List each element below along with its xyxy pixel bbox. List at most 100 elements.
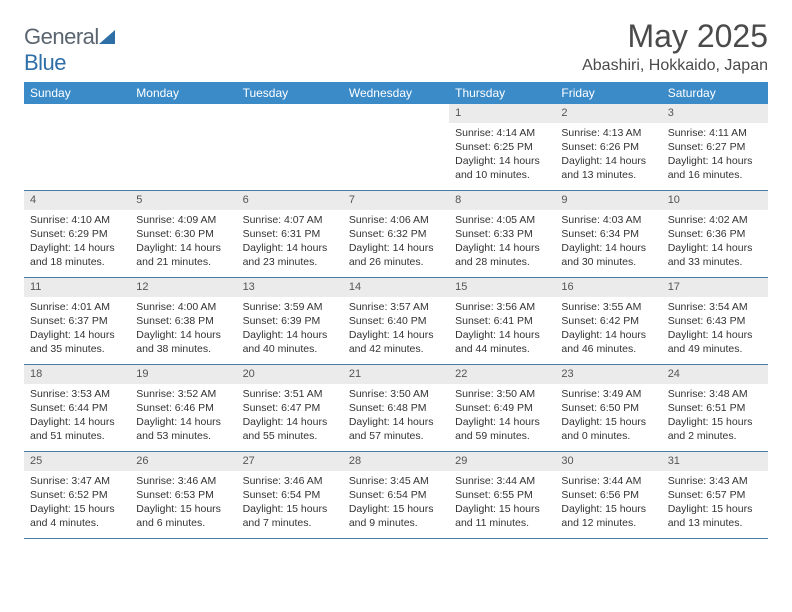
- daylight-text: Daylight: 15 hours and 6 minutes.: [136, 502, 230, 530]
- daylight-text: Daylight: 14 hours and 53 minutes.: [136, 415, 230, 443]
- daylight-text: Daylight: 14 hours and 23 minutes.: [243, 241, 337, 269]
- sunrise-text: Sunrise: 4:02 AM: [668, 213, 762, 227]
- day-cell: 8Sunrise: 4:05 AMSunset: 6:33 PMDaylight…: [449, 191, 555, 277]
- day-cell: 10Sunrise: 4:02 AMSunset: 6:36 PMDayligh…: [662, 191, 768, 277]
- sunset-text: Sunset: 6:56 PM: [561, 488, 655, 502]
- day-number: 18: [24, 365, 130, 384]
- sunrise-text: Sunrise: 4:07 AM: [243, 213, 337, 227]
- day-cell: 31Sunrise: 3:43 AMSunset: 6:57 PMDayligh…: [662, 452, 768, 538]
- sunrise-text: Sunrise: 3:47 AM: [30, 474, 124, 488]
- day-number: 16: [555, 278, 661, 297]
- brand-name-part2: Blue: [24, 50, 66, 75]
- daylight-text: Daylight: 15 hours and 9 minutes.: [349, 502, 443, 530]
- sunset-text: Sunset: 6:52 PM: [30, 488, 124, 502]
- month-title: May 2025: [582, 18, 768, 55]
- day-number: 10: [662, 191, 768, 210]
- daylight-text: Daylight: 14 hours and 18 minutes.: [30, 241, 124, 269]
- day-number: 17: [662, 278, 768, 297]
- day-number: 2: [555, 104, 661, 123]
- day-number: 15: [449, 278, 555, 297]
- day-cell: 14Sunrise: 3:57 AMSunset: 6:40 PMDayligh…: [343, 278, 449, 364]
- daylight-text: Daylight: 14 hours and 51 minutes.: [30, 415, 124, 443]
- sunset-text: Sunset: 6:37 PM: [30, 314, 124, 328]
- sunset-text: Sunset: 6:30 PM: [136, 227, 230, 241]
- sunrise-text: Sunrise: 3:46 AM: [136, 474, 230, 488]
- daylight-text: Daylight: 15 hours and 0 minutes.: [561, 415, 655, 443]
- day-cell: 24Sunrise: 3:48 AMSunset: 6:51 PMDayligh…: [662, 365, 768, 451]
- week-row: 11Sunrise: 4:01 AMSunset: 6:37 PMDayligh…: [24, 278, 768, 365]
- day-number: 28: [343, 452, 449, 471]
- daylight-text: Daylight: 14 hours and 13 minutes.: [561, 154, 655, 182]
- sunset-text: Sunset: 6:57 PM: [668, 488, 762, 502]
- day-cell: 23Sunrise: 3:49 AMSunset: 6:50 PMDayligh…: [555, 365, 661, 451]
- sunset-text: Sunset: 6:38 PM: [136, 314, 230, 328]
- daylight-text: Daylight: 14 hours and 35 minutes.: [30, 328, 124, 356]
- sunset-text: Sunset: 6:34 PM: [561, 227, 655, 241]
- day-number: 1: [449, 104, 555, 123]
- day-cell: 20Sunrise: 3:51 AMSunset: 6:47 PMDayligh…: [237, 365, 343, 451]
- day-cell: 2Sunrise: 4:13 AMSunset: 6:26 PMDaylight…: [555, 104, 661, 190]
- sunset-text: Sunset: 6:39 PM: [243, 314, 337, 328]
- day-number: 26: [130, 452, 236, 471]
- day-number: 30: [555, 452, 661, 471]
- sunrise-text: Sunrise: 3:56 AM: [455, 300, 549, 314]
- weeks-container: 1 Sunrise: 4:14 AMSunset: 6:25 PM Daylight…: [24, 104, 768, 539]
- day-number: 7: [343, 191, 449, 210]
- daylight-text: Daylight: 14 hours and 26 minutes.: [349, 241, 443, 269]
- sunset-text: Sunset: 6:43 PM: [668, 314, 762, 328]
- sunset-text: Sunset: 6:46 PM: [136, 401, 230, 415]
- logo-triangle-icon: [99, 30, 115, 44]
- day-cell: 15Sunrise: 3:56 AMSunset: 6:41 PMDayligh…: [449, 278, 555, 364]
- sunset-text: Sunset: 6:53 PM: [136, 488, 230, 502]
- day-header: Wednesday: [343, 82, 449, 104]
- day-cell: 9Sunrise: 4:03 AMSunset: 6:34 PMDaylight…: [555, 191, 661, 277]
- day-header: Saturday: [662, 82, 768, 104]
- sunset-text: Sunset: 6:42 PM: [561, 314, 655, 328]
- daylight-text: Daylight: 14 hours and 16 minutes.: [668, 154, 762, 182]
- sunset-text: Sunset: 6:40 PM: [349, 314, 443, 328]
- sunset-text: Sunset: 6:27 PM: [668, 140, 762, 154]
- week-row: 4Sunrise: 4:10 AMSunset: 6:29 PMDaylight…: [24, 191, 768, 278]
- day-number: 3: [662, 104, 768, 123]
- daylight-text: Daylight: 14 hours and 55 minutes.: [243, 415, 337, 443]
- day-cell: 18Sunrise: 3:53 AMSunset: 6:44 PMDayligh…: [24, 365, 130, 451]
- sunrise-text: Sunrise: 3:50 AM: [349, 387, 443, 401]
- day-cell: 28 Sunrise: 3:45 AMSunset: 6:54 PMDayligh…: [343, 452, 449, 538]
- day-cell: 13Sunrise: 3:59 AMSunset: 6:39 PMDayligh…: [237, 278, 343, 364]
- day-header: Sunday: [24, 82, 130, 104]
- day-cell: [130, 104, 236, 190]
- day-number: 13: [237, 278, 343, 297]
- sunrise-text: Sunrise: 4:14 AM: [455, 126, 549, 140]
- sunset-text: Sunset: 6:25 PM: [455, 140, 549, 154]
- sunrise-text: Sunrise: 4:13 AM: [561, 126, 655, 140]
- day-number: 4: [24, 191, 130, 210]
- day-number: 29: [449, 452, 555, 471]
- sunrise-text: Sunrise: 3:51 AM: [243, 387, 337, 401]
- day-number: 12: [130, 278, 236, 297]
- page-header: General Blue May 2025 Abashiri, Hokkaido…: [24, 18, 768, 76]
- sunrise-text: Sunrise: 4:10 AM: [30, 213, 124, 227]
- day-number: 22: [449, 365, 555, 384]
- sunrise-text: Sunrise: 3:59 AM: [243, 300, 337, 314]
- week-row: 18Sunrise: 3:53 AMSunset: 6:44 PMDayligh…: [24, 365, 768, 452]
- day-cell: 22Sunrise: 3:50 AMSunset: 6:49 PMDayligh…: [449, 365, 555, 451]
- brand-logo: General Blue: [24, 18, 117, 76]
- sunrise-text: Sunrise: 3:44 AM: [455, 474, 549, 488]
- sunrise-text: Sunrise: 3:53 AM: [30, 387, 124, 401]
- day-number: 9: [555, 191, 661, 210]
- sunrise-text: Sunrise: 3:43 AM: [668, 474, 762, 488]
- sunset-text: Sunset: 6:47 PM: [243, 401, 337, 415]
- daylight-text: Daylight: 14 hours and 57 minutes.: [349, 415, 443, 443]
- day-cell: 30Sunrise: 3:44 AMSunset: 6:56 PMDayligh…: [555, 452, 661, 538]
- sunrise-text: Sunrise: 4:11 AM: [668, 126, 762, 140]
- daylight-text: Daylight: 14 hours and 33 minutes.: [668, 241, 762, 269]
- day-cell: [237, 104, 343, 190]
- sunset-text: Sunset: 6:54 PM: [349, 488, 443, 502]
- sunrise-text: Sunrise: 3:45 AM: [349, 474, 443, 488]
- day-cell: 12Sunrise: 4:00 AMSunset: 6:38 PMDayligh…: [130, 278, 236, 364]
- daylight-text: Daylight: 15 hours and 7 minutes.: [243, 502, 337, 530]
- week-row: 1 Sunrise: 4:14 AMSunset: 6:25 PM Daylight…: [24, 104, 768, 191]
- daylight-text: Daylight: 14 hours and 49 minutes.: [668, 328, 762, 356]
- brand-name-part1: General: [24, 24, 99, 49]
- day-number: 21: [343, 365, 449, 384]
